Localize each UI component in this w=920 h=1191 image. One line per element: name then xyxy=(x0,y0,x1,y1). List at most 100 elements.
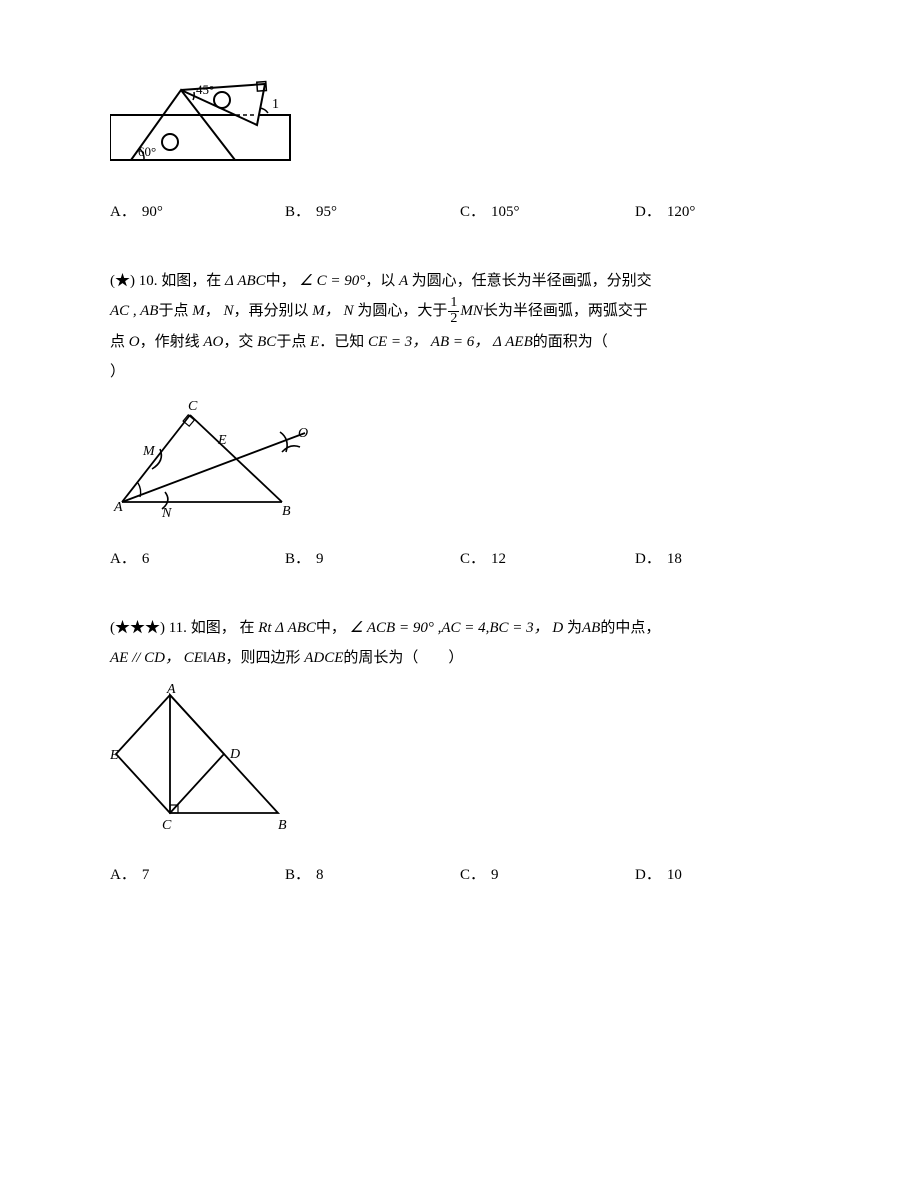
q9-choice-c: C． 105° xyxy=(460,200,635,221)
t: ABC xyxy=(288,620,316,636)
q9-angle-45: 45° xyxy=(196,82,214,97)
t: 为 xyxy=(567,620,582,636)
lbl-N: N xyxy=(161,506,172,517)
t: 如图， 在 xyxy=(191,620,255,636)
t: AB xyxy=(582,620,600,636)
choice-label: D． xyxy=(635,551,661,567)
t: ） xyxy=(110,364,125,380)
t: ，则四边形 xyxy=(225,650,300,666)
q11-prefix: (★★★) 11. xyxy=(110,620,191,636)
lbl-A: A xyxy=(166,683,176,697)
t: 如图，在 xyxy=(161,273,221,289)
t: BC xyxy=(253,334,276,350)
q11-text: (★★★) 11. 如图， 在 Rt Δ ABC中， ∠ ACB = 90° ,… xyxy=(110,613,810,673)
fraction-half: 12 xyxy=(448,296,459,326)
choice-text: 9 xyxy=(316,551,324,567)
lbl-B: B xyxy=(282,504,291,517)
choice-text: 9 xyxy=(491,867,499,883)
lbl-C: C xyxy=(188,399,198,414)
choice-text: 90° xyxy=(142,204,163,220)
t: Δ xyxy=(221,273,237,289)
lbl-D: D xyxy=(229,747,240,762)
choice-label: C． xyxy=(460,551,485,567)
q11-choice-d: D． 10 xyxy=(635,863,810,884)
choice-text: 7 xyxy=(142,867,150,883)
t: CE = 3， AB = 6， Δ AEB xyxy=(364,334,533,350)
q10-choice-b: B． 9 xyxy=(285,547,460,568)
choice-label: A． xyxy=(110,867,136,883)
t: ．已知 xyxy=(319,334,364,350)
q11-choice-a: A． 7 xyxy=(110,863,285,884)
lbl-M: M xyxy=(142,444,156,459)
choice-label: B． xyxy=(285,551,310,567)
t: 中， xyxy=(266,273,296,289)
lbl-B: B xyxy=(278,818,287,833)
choice-label: C． xyxy=(460,204,485,220)
q11-figure: A E D C B xyxy=(110,683,810,833)
q10-choices: A． 6 B． 9 C． 12 D． 18 xyxy=(110,547,810,568)
q10-svg: C M E O A N B xyxy=(110,397,320,517)
lbl-E: E xyxy=(217,433,227,448)
lbl-A: A xyxy=(113,500,123,515)
t: ，再分别以 xyxy=(234,303,309,319)
q9-svg: 45° 60° 1 xyxy=(110,70,300,170)
t: ，以 xyxy=(365,273,395,289)
lbl-E: E xyxy=(110,748,119,763)
choice-label: A． xyxy=(110,204,136,220)
t: O xyxy=(125,334,140,350)
q10-choice-c: C． 12 xyxy=(460,547,635,568)
q9-choice-a: A． 90° xyxy=(110,200,285,221)
choice-text: 105° xyxy=(491,204,520,220)
t: 长为半径画弧，两弧交于 xyxy=(483,303,648,319)
lbl-O: O xyxy=(298,426,308,441)
choice-label: B． xyxy=(285,204,310,220)
t: M， N xyxy=(309,303,358,319)
t: ∠ ACB = 90° ,AC = 4,BC = 3， D xyxy=(346,620,567,636)
t: A xyxy=(395,273,411,289)
choice-label: C． xyxy=(460,867,485,883)
t: MN xyxy=(460,303,483,319)
q11-choice-c: C． 9 xyxy=(460,863,635,884)
q9-choices: A． 90° B． 95° C． 105° D． 120° xyxy=(110,200,810,221)
q11-choice-b: B． 8 xyxy=(285,863,460,884)
choice-text: 18 xyxy=(667,551,682,567)
choice-text: 8 xyxy=(316,867,324,883)
t: N xyxy=(220,303,234,319)
t: M xyxy=(189,303,205,319)
q9-figure: 45° 60° 1 xyxy=(110,70,810,170)
choice-label: A． xyxy=(110,551,136,567)
q9-angle-60: 60° xyxy=(138,144,156,159)
t: ，交 xyxy=(223,334,253,350)
t: 的周长为（ ） xyxy=(343,650,463,666)
t: ∠ C = 90° xyxy=(296,273,366,289)
choice-label: D． xyxy=(635,867,661,883)
t: 中， xyxy=(316,620,346,636)
choice-text: 120° xyxy=(667,204,696,220)
q9-label-1: 1 xyxy=(272,97,279,112)
choice-text: 12 xyxy=(491,551,506,567)
t: 为圆心，任意长为半径画弧，分别交 xyxy=(412,273,652,289)
t: ADCE xyxy=(300,650,343,666)
q9-choice-b: B． 95° xyxy=(285,200,460,221)
choice-label: D． xyxy=(635,204,661,220)
q9-choice-d: D． 120° xyxy=(635,200,810,221)
choice-text: 6 xyxy=(142,551,150,567)
q10-figure: C M E O A N B xyxy=(110,397,810,517)
q11-choices: A． 7 B． 8 C． 9 D． 10 xyxy=(110,863,810,884)
choice-text: 95° xyxy=(316,204,337,220)
t: 点 xyxy=(110,334,125,350)
t: AC , AB xyxy=(110,303,158,319)
q10-text: (★) 10. 如图，在 Δ ABC中， ∠ C = 90°，以 A 为圆心，任… xyxy=(110,266,810,387)
t: 为圆心，大于 xyxy=(357,303,447,319)
choice-text: 10 xyxy=(667,867,682,883)
q11-svg: A E D C B xyxy=(110,683,300,833)
t: E xyxy=(306,334,319,350)
t: 于点 xyxy=(158,303,188,319)
choice-label: B． xyxy=(285,867,310,883)
t: ABC xyxy=(237,273,265,289)
lbl-C: C xyxy=(162,818,172,833)
t: 的面积为（ xyxy=(533,334,608,350)
t: AE // CD， CE‖AB xyxy=(110,650,225,666)
t: ，作射线 xyxy=(140,334,200,350)
q10-choice-d: D． 18 xyxy=(635,547,810,568)
